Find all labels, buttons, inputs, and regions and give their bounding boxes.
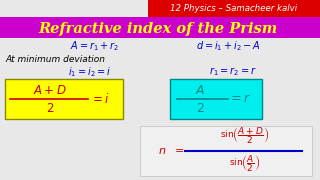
Text: Refractive index of the Prism: Refractive index of the Prism: [38, 21, 278, 35]
Bar: [170, 79, 262, 119]
Text: $2$: $2$: [46, 102, 54, 116]
Text: $= r$: $= r$: [228, 93, 252, 105]
Text: 12 Physics – Samacheer kalvi: 12 Physics – Samacheer kalvi: [171, 4, 298, 13]
Text: $= i$: $= i$: [90, 92, 110, 106]
Text: $r_1 = r_2 = r$: $r_1 = r_2 = r$: [209, 66, 257, 78]
Text: $n\ \ =$: $n\ \ =$: [158, 146, 185, 156]
Text: $\sin\!\left(\dfrac{A+D}{2}\right)$: $\sin\!\left(\dfrac{A+D}{2}\right)$: [220, 126, 269, 146]
Bar: [0, 17, 320, 38]
Text: At minimum deviation: At minimum deviation: [5, 55, 105, 64]
Text: $A + D$: $A + D$: [33, 84, 67, 96]
Text: $i_1 = i_2 = i$: $i_1 = i_2 = i$: [68, 65, 112, 79]
Text: $d = i_1 + i_2 - A$: $d = i_1 + i_2 - A$: [196, 39, 260, 53]
Text: $2$: $2$: [196, 102, 204, 116]
Bar: [5, 79, 123, 119]
Text: $A = r_1 + r_2$: $A = r_1 + r_2$: [70, 39, 120, 53]
Text: $\sin\!\left(\dfrac{A}{2}\right)$: $\sin\!\left(\dfrac{A}{2}\right)$: [229, 154, 260, 174]
Text: $A$: $A$: [195, 84, 205, 96]
Bar: [148, 0, 320, 17]
Bar: [140, 126, 312, 176]
